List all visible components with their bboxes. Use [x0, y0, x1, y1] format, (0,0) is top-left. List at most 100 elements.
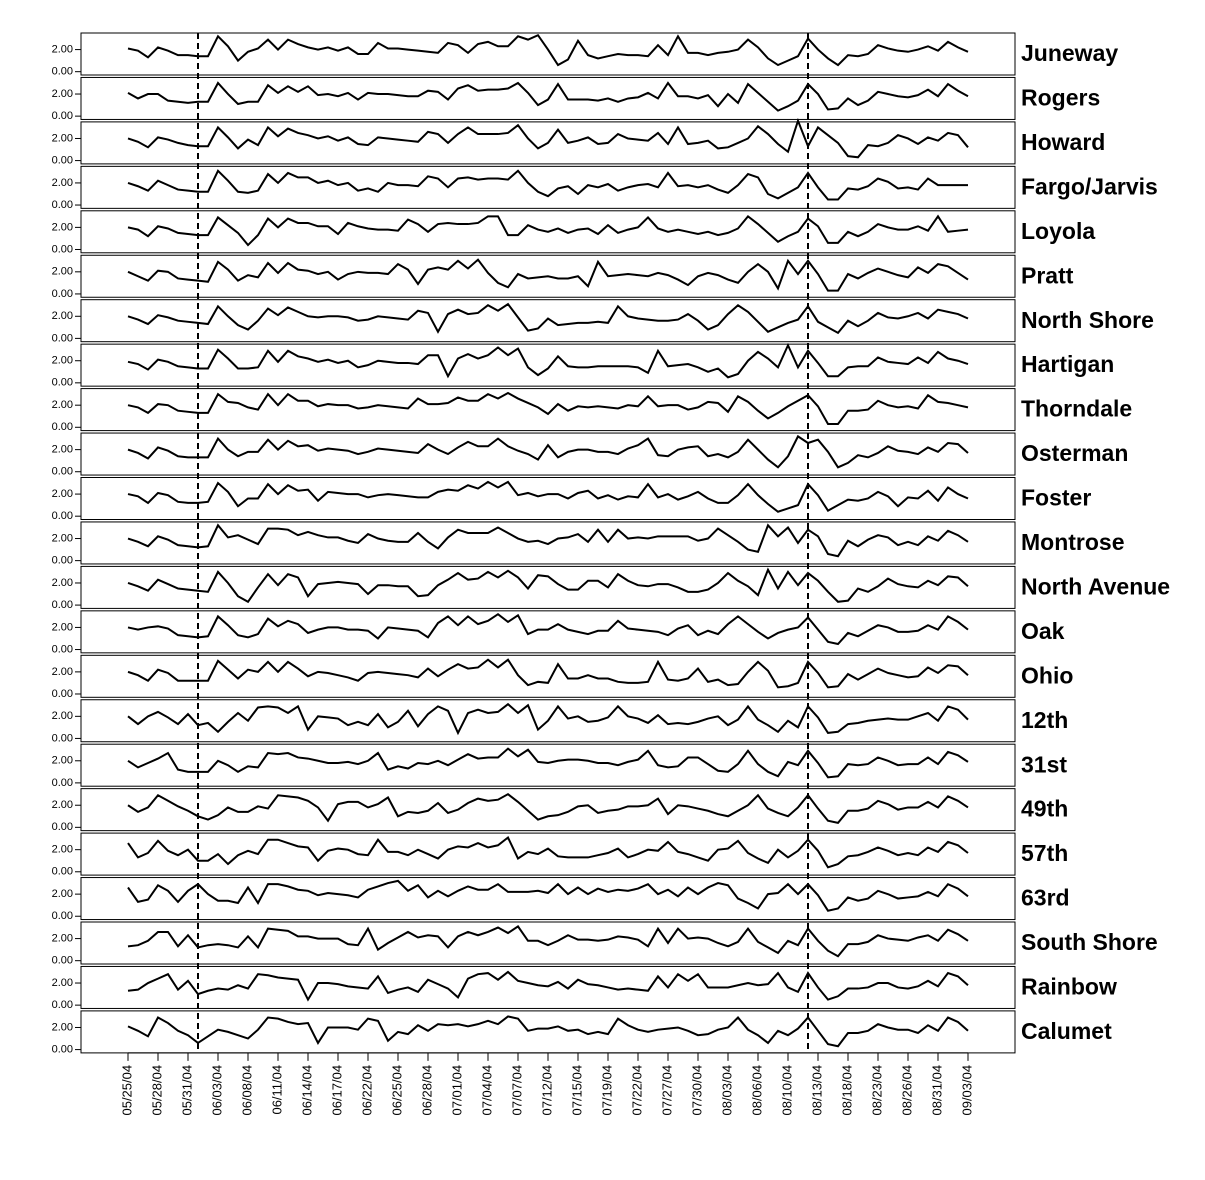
panel: 0.00 2.00 Ohio [52, 654, 1073, 700]
panel-label: Fargo/Jarvis [1021, 173, 1158, 199]
panel-frame [80, 299, 1016, 343]
panel-label: 31st [1021, 751, 1067, 777]
x-tick-label: 05/31/04 [179, 1065, 194, 1116]
y-tick-label: 0.00 [52, 555, 73, 567]
panel: 0.00 2.00 49th [52, 788, 1068, 833]
panel-frame [80, 1010, 1016, 1054]
x-tick-label: 06/25/04 [389, 1065, 404, 1116]
panel: 0.00 2.00 Hartigan [52, 342, 1114, 389]
y-tick-label: 2.00 [52, 221, 73, 233]
y-tick-label: 2.00 [52, 444, 73, 456]
panel-frame [80, 343, 1016, 387]
panel: 0.00 2.00 63rd [52, 877, 1070, 922]
series-line [127, 214, 969, 247]
x-tick-label: 05/28/04 [149, 1065, 164, 1116]
panel-label: 63rd [1021, 885, 1070, 911]
x-tick-label: 08/18/04 [839, 1065, 854, 1116]
panel: 0.00 2.00 South Shore [52, 921, 1158, 967]
panel: 0.00 2.00 Calumet [52, 1010, 1112, 1055]
series-line [127, 612, 969, 646]
x-tick-label: 09/03/04 [959, 1065, 974, 1116]
y-tick-label: 2.00 [52, 532, 73, 544]
y-tick-label: 2.00 [52, 888, 73, 900]
panel-label: Hartigan [1021, 351, 1114, 377]
panel-frame [80, 388, 1016, 432]
x-tick-label: 06/28/04 [419, 1065, 434, 1116]
x-tick-label: 06/03/04 [209, 1065, 224, 1116]
y-tick-label: 0.00 [52, 243, 73, 255]
panel: 0.00 2.00 Fargo/Jarvis [52, 165, 1158, 211]
x-tick-label: 07/27/04 [659, 1065, 674, 1116]
x-tick-label: 07/07/04 [509, 1065, 524, 1116]
y-tick-label: 2.00 [52, 266, 73, 278]
y-tick-label: 0.00 [52, 199, 73, 211]
x-tick-label: 08/13/04 [809, 1065, 824, 1116]
y-tick-label: 0.00 [52, 510, 73, 522]
series-line [127, 169, 968, 201]
panel-label: Juneway [1021, 40, 1118, 66]
series-line [127, 747, 969, 779]
panel-frame [80, 877, 1016, 921]
panel-label: Thorndale [1021, 396, 1132, 422]
x-tick-label: 08/10/04 [779, 1065, 794, 1116]
panel-frame [80, 654, 1016, 698]
y-tick-label: 0.00 [52, 910, 73, 922]
y-tick-label: 2.00 [52, 666, 73, 678]
series-line [127, 792, 969, 825]
panel-label: 57th [1021, 840, 1068, 866]
y-tick-label: 2.00 [52, 43, 73, 55]
series-line [127, 434, 969, 469]
x-tick-label: 07/22/04 [629, 1065, 644, 1116]
panel: 0.00 2.00 Pratt [52, 254, 1074, 300]
y-tick-label: 0.00 [52, 1043, 73, 1055]
panel-frame [80, 743, 1016, 787]
panel-label: Rogers [1021, 85, 1100, 111]
series-line [127, 33, 969, 67]
series-line [127, 117, 969, 159]
y-tick-label: 0.00 [52, 688, 73, 700]
series-line [127, 658, 969, 689]
y-tick-label: 2.00 [52, 755, 73, 767]
panel: 0.00 2.00 Rainbow [52, 965, 1117, 1011]
panel: 0.00 2.00 North Avenue [52, 565, 1170, 611]
y-tick-label: 0.00 [52, 332, 73, 344]
y-tick-label: 2.00 [52, 977, 73, 989]
y-tick-label: 0.00 [52, 866, 73, 878]
panel: 0.00 2.00 Loyola [52, 210, 1095, 255]
panel-frame [80, 610, 1016, 654]
panel-label: 12th [1021, 707, 1068, 733]
x-tick-label: 06/11/04 [269, 1065, 284, 1115]
panel-frame [80, 965, 1016, 1009]
y-tick-label: 0.00 [52, 154, 73, 166]
y-tick-label: 2.00 [52, 88, 73, 100]
panel-label: Howard [1021, 129, 1105, 155]
panel-frame [80, 432, 1016, 476]
y-tick-label: 2.00 [52, 844, 73, 856]
series-line [127, 480, 969, 513]
y-tick-label: 2.00 [52, 177, 73, 189]
panel-label: 49th [1021, 796, 1068, 822]
y-tick-label: 2.00 [52, 399, 73, 411]
y-tick-label: 2.00 [52, 577, 73, 589]
panel-label: Pratt [1021, 262, 1074, 288]
panel-label: Ohio [1021, 662, 1073, 688]
y-tick-label: 2.00 [52, 355, 73, 367]
x-tick-label: 06/17/04 [329, 1065, 344, 1116]
panel-label: Oak [1021, 618, 1065, 644]
panel-label: Calumet [1021, 1018, 1112, 1044]
y-tick-label: 2.00 [52, 621, 73, 633]
y-tick-label: 0.00 [52, 421, 73, 433]
x-tick-label: 05/25/04 [119, 1065, 134, 1116]
series-line [127, 81, 969, 112]
x-tick-label: 07/12/04 [539, 1065, 554, 1116]
x-tick-label: 06/08/04 [239, 1065, 254, 1116]
x-tick-label: 06/14/04 [299, 1065, 314, 1116]
x-tick-label: 08/26/04 [899, 1065, 914, 1116]
panel: 0.00 2.00 Juneway [52, 32, 1118, 78]
panel-label: Rainbow [1021, 974, 1117, 1000]
panel-label: Montrose [1021, 529, 1125, 555]
y-tick-label: 0.00 [52, 732, 73, 744]
x-tick-label: 07/01/04 [449, 1065, 464, 1116]
series-line [127, 835, 969, 869]
